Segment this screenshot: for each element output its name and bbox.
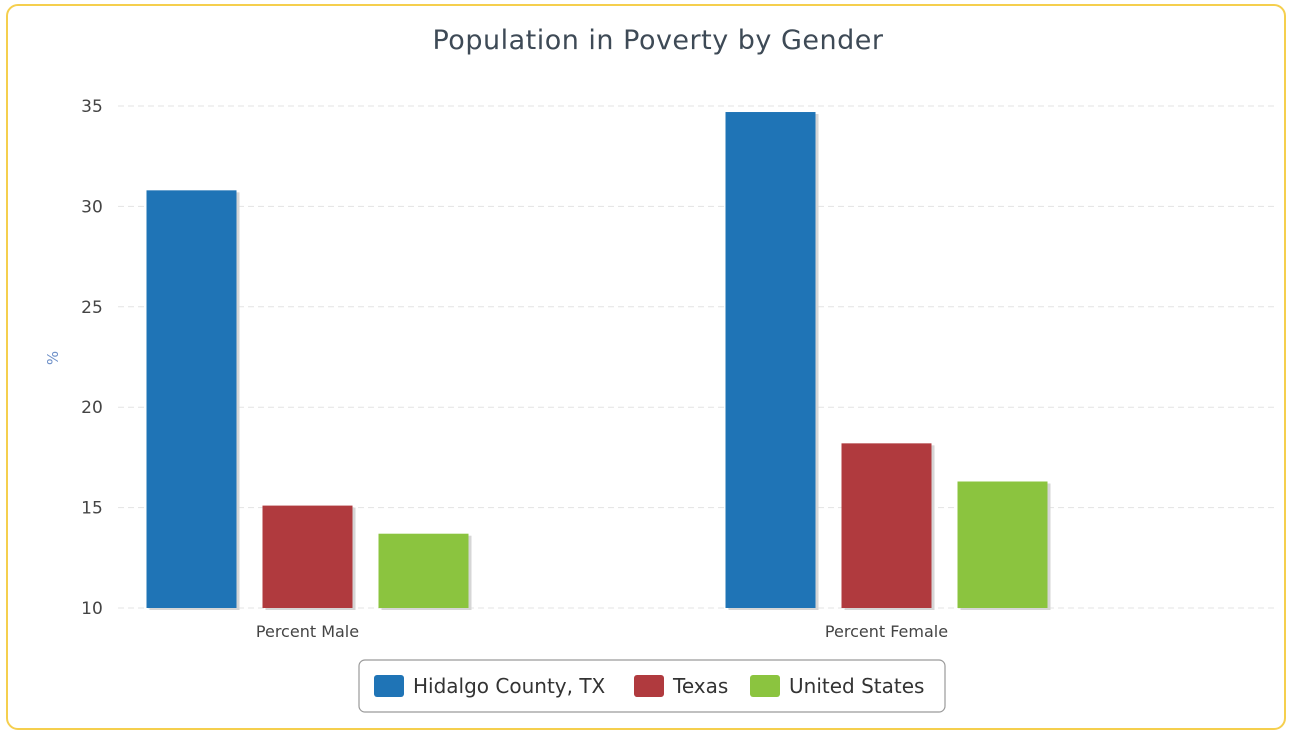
y-tick-label: 15 — [81, 499, 103, 519]
y-tick-label: 35 — [81, 97, 103, 117]
y-axis-ticks: 10 15 20 25 30 35 — [81, 97, 103, 619]
y-tick-label: 20 — [81, 398, 103, 418]
bars — [146, 112, 1051, 611]
chart-title: Population in Poverty by Gender — [432, 25, 883, 56]
x-tick-label: Percent Female — [825, 622, 948, 641]
bar-chart: Population in Poverty by Gender 10 15 20 25… — [44, 25, 1276, 713]
y-tick-label: 10 — [81, 599, 103, 619]
x-axis-ticks: Percent Male Percent Female — [256, 622, 948, 641]
bar — [957, 481, 1048, 608]
bar — [146, 190, 237, 608]
y-tick-label: 30 — [81, 197, 103, 217]
bar — [725, 112, 816, 609]
legend-swatch — [634, 675, 664, 697]
bar — [841, 443, 932, 608]
legend-item-label[interactable]: United States — [789, 674, 924, 698]
y-axis-label: % — [44, 351, 62, 365]
x-tick-label: Percent Male — [256, 622, 359, 641]
legend-swatch — [374, 675, 404, 697]
legend-item-label[interactable]: Texas — [672, 674, 728, 698]
chart-container: Population in Poverty by Gender 10 15 20 25… — [6, 4, 1286, 730]
y-tick-label: 25 — [81, 298, 103, 318]
legend-swatch — [750, 675, 780, 697]
legend: Hidalgo County, TX Texas United States — [358, 659, 946, 713]
bar — [262, 505, 353, 608]
legend-item-label[interactable]: Hidalgo County, TX — [413, 674, 606, 698]
bar — [378, 533, 469, 608]
